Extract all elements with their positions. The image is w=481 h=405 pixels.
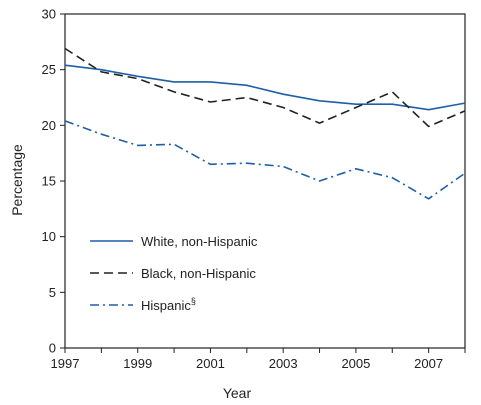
data-point <box>318 122 320 124</box>
y-tick-label: 30 <box>42 7 56 22</box>
y-tick-label: 15 <box>42 174 56 189</box>
data-point <box>137 144 139 146</box>
legend-label: Black, non-Hispanic <box>141 266 256 281</box>
x-tick-label: 2007 <box>414 356 443 371</box>
data-point <box>100 71 102 73</box>
data-point <box>464 102 466 104</box>
series-line-1 <box>64 64 466 111</box>
data-point <box>391 91 393 93</box>
data-point <box>355 103 357 105</box>
y-tick-label: 0 <box>49 341 56 356</box>
series-line-2 <box>64 47 466 128</box>
data-point <box>246 96 248 98</box>
y-tick-label: 10 <box>42 229 56 244</box>
data-point <box>100 133 102 135</box>
data-point <box>246 162 248 164</box>
plot-frame <box>64 13 466 349</box>
data-point <box>464 110 466 112</box>
legend-label-footnote-mark: § <box>191 296 196 306</box>
data-point <box>282 165 284 167</box>
y-tick-label: 5 <box>49 285 56 300</box>
data-point <box>391 176 393 178</box>
y-axis-title: Percentage <box>9 144 25 216</box>
data-point <box>427 198 429 200</box>
data-point <box>137 75 139 77</box>
data-point <box>64 64 66 66</box>
legend-label: White, non-Hispanic <box>141 234 258 249</box>
legend-label: Hispanic§ <box>141 296 196 313</box>
x-tick-label: 1999 <box>123 356 152 371</box>
plot-area <box>64 13 466 349</box>
data-point <box>355 106 357 108</box>
data-point <box>64 47 66 49</box>
x-tick-label: 2005 <box>341 356 370 371</box>
legend: White, non-Hispanic Black, non-Hispanic Hi… <box>90 234 258 313</box>
data-point <box>209 163 211 165</box>
data-point <box>209 81 211 83</box>
data-point <box>464 172 466 174</box>
data-point <box>391 103 393 105</box>
y-tick-label: 20 <box>42 118 56 133</box>
x-tick-label: 2001 <box>196 356 225 371</box>
data-point <box>173 81 175 83</box>
data-point <box>318 100 320 102</box>
series-group <box>64 47 466 200</box>
data-point <box>246 84 248 86</box>
y-tick-label: 25 <box>42 62 56 77</box>
data-point <box>427 109 429 111</box>
data-point <box>282 93 284 95</box>
series-line-3 <box>64 120 466 200</box>
x-axis-title: Year <box>223 385 252 401</box>
data-point <box>100 68 102 70</box>
data-point <box>427 125 429 127</box>
x-tick-label: 2003 <box>269 356 298 371</box>
data-point <box>282 106 284 108</box>
data-point <box>355 168 357 170</box>
x-tick-label: 1997 <box>51 356 80 371</box>
data-point <box>318 180 320 182</box>
data-point <box>64 120 66 122</box>
data-point <box>137 77 139 79</box>
data-point <box>209 101 211 103</box>
data-point <box>173 91 175 93</box>
data-point <box>173 143 175 145</box>
axes: 0 5 10 15 20 25 30 1997 1999 2001 2003 2005 2007 <box>42 7 466 371</box>
